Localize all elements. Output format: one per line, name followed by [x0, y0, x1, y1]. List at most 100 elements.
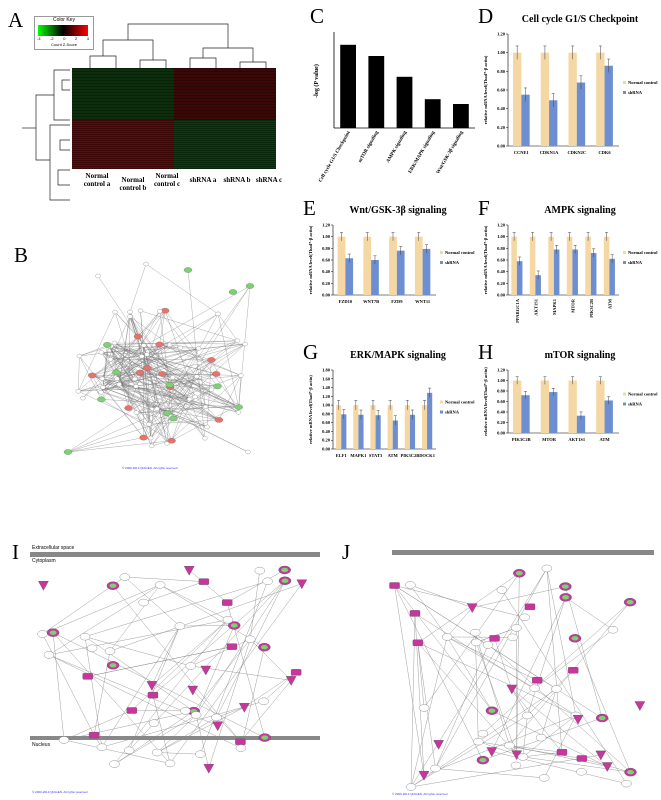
bar-normal	[568, 52, 577, 146]
network-edge	[171, 405, 238, 441]
pathway-node	[104, 647, 116, 655]
pathway-node	[82, 673, 93, 680]
pathway-node	[154, 581, 166, 589]
network-edge	[107, 344, 137, 387]
network-node	[141, 343, 147, 348]
legend-swatch	[440, 261, 443, 264]
nuclear-membrane-bar	[30, 736, 320, 740]
bar-normal	[568, 380, 577, 433]
color-key-ticks: -4 -2 0 2 4	[37, 36, 89, 41]
pathway-node	[146, 681, 158, 691]
pathway-edge	[114, 710, 194, 765]
network-node	[234, 338, 241, 343]
bar-shrna	[427, 392, 433, 449]
y-tick-label: 0.80	[497, 69, 506, 74]
bar-normal	[512, 380, 522, 433]
pathway-edge	[509, 602, 631, 746]
network-node	[234, 404, 243, 410]
network-node	[157, 309, 163, 314]
network-edge	[114, 342, 246, 345]
network-edge	[196, 376, 206, 407]
y-tick-label: 0.60	[322, 420, 331, 425]
pathway-edge	[446, 636, 535, 689]
pathway-edge	[522, 752, 563, 758]
network-edge	[110, 346, 129, 409]
pathway-edge	[491, 597, 566, 752]
network-edge	[67, 437, 144, 453]
y-tick-label: 1.20	[497, 368, 506, 373]
pathway-edge	[152, 580, 286, 696]
legend-label: shRNA	[628, 260, 643, 265]
pathway-node	[418, 704, 430, 712]
network-edge	[78, 355, 80, 392]
network-node	[167, 437, 176, 444]
bar-shrna	[341, 414, 347, 449]
membrane-bar	[30, 552, 320, 557]
network-edge	[114, 342, 168, 444]
bar	[453, 104, 469, 128]
network-edge	[151, 399, 190, 447]
network-edge	[114, 342, 148, 355]
pathway-edge	[87, 646, 232, 677]
pathway-edge	[446, 636, 493, 711]
bar-shrna	[358, 414, 364, 449]
pathway-node-inner	[515, 571, 523, 576]
pathway-edge	[394, 585, 493, 711]
category-label: Cell cycle G1/S Checkpoint	[318, 130, 352, 183]
pathway-node	[222, 616, 234, 624]
pathway-node	[109, 760, 120, 768]
network-node	[95, 273, 101, 279]
y-axis-label: relative mRNA level(Thad*-β actin)	[483, 367, 488, 436]
bar-shrna	[409, 414, 416, 449]
network-edge	[78, 391, 150, 425]
pathway-edge	[84, 581, 268, 637]
pathway-node	[185, 662, 197, 670]
pathway-edge	[491, 751, 627, 784]
network-edge	[78, 372, 141, 392]
network-node	[169, 415, 178, 422]
bar-normal	[512, 52, 522, 146]
legend-swatch	[440, 251, 443, 254]
network-edge	[102, 311, 160, 379]
pathway-node	[123, 746, 135, 755]
network-node	[135, 369, 145, 376]
network-node	[148, 443, 155, 449]
network-edge	[147, 368, 151, 439]
pathway-edge	[190, 639, 251, 667]
bar-shrna	[609, 258, 615, 295]
network-edge	[169, 344, 199, 349]
category-label: ATM	[607, 298, 612, 309]
pathway-node	[539, 774, 550, 782]
network-node	[195, 346, 202, 351]
network-node	[228, 289, 238, 295]
pathway-edge	[574, 638, 631, 773]
pathway-node	[576, 768, 587, 776]
bar-shrna	[576, 82, 586, 146]
network-edge	[101, 347, 181, 353]
bar-shrna	[604, 65, 613, 146]
category-label: MTOR	[542, 437, 557, 442]
category-label: ERK/MAPK signaling	[408, 130, 437, 174]
y-tick-label: 0.20	[322, 281, 331, 286]
pathway-node	[430, 764, 441, 773]
network-node	[143, 261, 149, 267]
network-node	[154, 406, 160, 411]
network-edge	[78, 312, 116, 392]
network-edge	[102, 316, 131, 379]
network-node	[235, 410, 242, 415]
network-node	[245, 283, 255, 289]
pathway-edge	[509, 745, 563, 753]
pathway-node	[441, 633, 453, 641]
pathway-edge	[151, 625, 180, 686]
network-edge	[139, 372, 208, 428]
bar-normal	[548, 236, 554, 295]
network-edge	[129, 311, 168, 414]
network-edge	[218, 375, 242, 420]
y-tick-label: 0.60	[497, 258, 506, 263]
pathway-node	[211, 713, 222, 722]
pathway-node	[418, 771, 430, 781]
y-tick-label: 1.00	[497, 378, 506, 383]
pathway-node	[164, 759, 176, 768]
bar-normal	[363, 236, 372, 295]
pathway-edge	[475, 632, 510, 746]
